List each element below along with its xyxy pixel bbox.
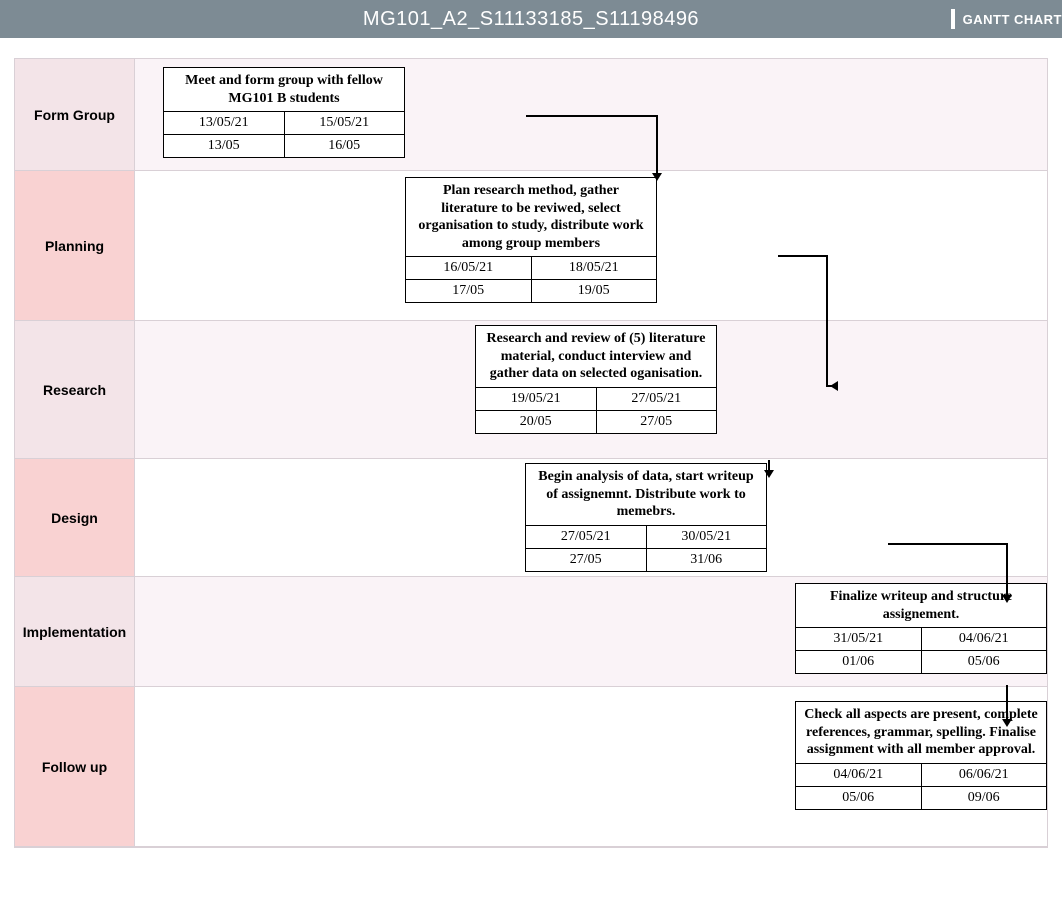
planned-end: 15/05/21 <box>285 112 405 135</box>
task-title: Begin analysis of data, start writeup of… <box>526 464 766 526</box>
row-body-research: Research and review of (5) literature ma… <box>135 321 1047 458</box>
row-body-implementation: Finalize writeup and structure assigneme… <box>135 577 1047 686</box>
row-label-implementation: Implementation <box>15 577 135 686</box>
planned-start: 16/05/21 <box>406 257 532 280</box>
row-label-follow-up: Follow up <box>15 687 135 846</box>
task-actual-dates: 05/0609/06 <box>796 787 1046 809</box>
planned-start: 31/05/21 <box>796 628 922 651</box>
gantt-row-research: Research Research and review of (5) liter… <box>15 321 1047 459</box>
task-actual-dates: 01/0605/06 <box>796 651 1046 673</box>
row-label-research: Research <box>15 321 135 458</box>
planned-end: 27/05/21 <box>597 388 717 411</box>
arrow-down-icon <box>764 470 774 478</box>
actual-end: 16/05 <box>285 135 405 157</box>
arrow-down-icon <box>652 173 662 181</box>
task-follow-up: Check all aspects are present, complete … <box>795 701 1047 810</box>
header-right-label: GANTT CHART <box>963 12 1062 27</box>
planned-end: 04/06/21 <box>922 628 1047 651</box>
connector-h <box>778 255 826 257</box>
task-title: Meet and form group with fellow MG101 B … <box>164 68 404 112</box>
row-label-design: Design <box>15 459 135 576</box>
task-actual-dates: 17/0519/05 <box>406 280 656 302</box>
task-planned-dates: 04/06/2106/06/21 <box>796 764 1046 787</box>
chart-wrap: Form Group Meet and form group with fello… <box>0 38 1062 862</box>
task-actual-dates: 20/0527/05 <box>476 411 716 433</box>
connector-v <box>656 115 658 175</box>
task-form-group: Meet and form group with fellow MG101 B … <box>163 67 405 158</box>
task-planned-dates: 16/05/2118/05/21 <box>406 257 656 280</box>
actual-end: 09/06 <box>922 787 1047 809</box>
task-title: Check all aspects are present, complete … <box>796 702 1046 764</box>
planned-end: 30/05/21 <box>647 526 767 549</box>
task-planned-dates: 27/05/2130/05/21 <box>526 526 766 549</box>
planned-start: 19/05/21 <box>476 388 597 411</box>
actual-start: 27/05 <box>526 549 647 571</box>
task-planned-dates: 31/05/2104/06/21 <box>796 628 1046 651</box>
connector-v <box>1006 685 1008 721</box>
connector-v <box>1006 543 1008 597</box>
task-research: Research and review of (5) literature ma… <box>475 325 717 434</box>
task-title: Research and review of (5) literature ma… <box>476 326 716 388</box>
planned-start: 04/06/21 <box>796 764 922 787</box>
header: MG101_A2_S11133185_S11198496 GANTT CHART <box>0 0 1062 38</box>
header-right: GANTT CHART <box>951 9 1062 29</box>
task-title: Finalize writeup and structure assigneme… <box>796 584 1046 628</box>
actual-end: 27/05 <box>597 411 717 433</box>
task-actual-dates: 13/0516/05 <box>164 135 404 157</box>
task-planning: Plan research method, gather literature … <box>405 177 657 303</box>
page-title: MG101_A2_S11133185_S11198496 <box>363 8 699 31</box>
gantt-row-planning: Planning Plan research method, gather lit… <box>15 171 1047 321</box>
row-label-form-group: Form Group <box>15 59 135 170</box>
arrow-left-icon <box>830 381 838 391</box>
header-bar-icon <box>951 9 955 29</box>
connector-v <box>826 255 828 385</box>
planned-end: 18/05/21 <box>532 257 657 280</box>
gantt-row-implementation: Implementation Finalize writeup and struc… <box>15 577 1047 687</box>
row-body-design: Begin analysis of data, start writeup of… <box>135 459 1047 576</box>
connector-h <box>888 543 1006 545</box>
task-actual-dates: 27/0531/06 <box>526 549 766 571</box>
planned-start: 27/05/21 <box>526 526 647 549</box>
actual-start: 20/05 <box>476 411 597 433</box>
actual-end: 19/05 <box>532 280 657 302</box>
arrow-down-icon <box>1002 719 1012 727</box>
task-title: Plan research method, gather literature … <box>406 178 656 257</box>
gantt-row-follow-up: Follow up Check all aspects are present, … <box>15 687 1047 847</box>
actual-end: 05/06 <box>922 651 1047 673</box>
actual-end: 31/06 <box>647 549 767 571</box>
actual-start: 17/05 <box>406 280 532 302</box>
gantt-chart: Form Group Meet and form group with fello… <box>14 58 1048 848</box>
planned-end: 06/06/21 <box>922 764 1047 787</box>
connector-h <box>526 115 656 117</box>
task-planned-dates: 19/05/2127/05/21 <box>476 388 716 411</box>
task-planned-dates: 13/05/2115/05/21 <box>164 112 404 135</box>
row-body-planning: Plan research method, gather literature … <box>135 171 1047 320</box>
planned-start: 13/05/21 <box>164 112 285 135</box>
row-body-follow-up: Check all aspects are present, complete … <box>135 687 1047 846</box>
gantt-row-design: Design Begin analysis of data, start writ… <box>15 459 1047 577</box>
arrow-down-icon <box>1002 595 1012 603</box>
actual-start: 01/06 <box>796 651 922 673</box>
row-label-planning: Planning <box>15 171 135 320</box>
actual-start: 13/05 <box>164 135 285 157</box>
actual-start: 05/06 <box>796 787 922 809</box>
task-design: Begin analysis of data, start writeup of… <box>525 463 767 572</box>
